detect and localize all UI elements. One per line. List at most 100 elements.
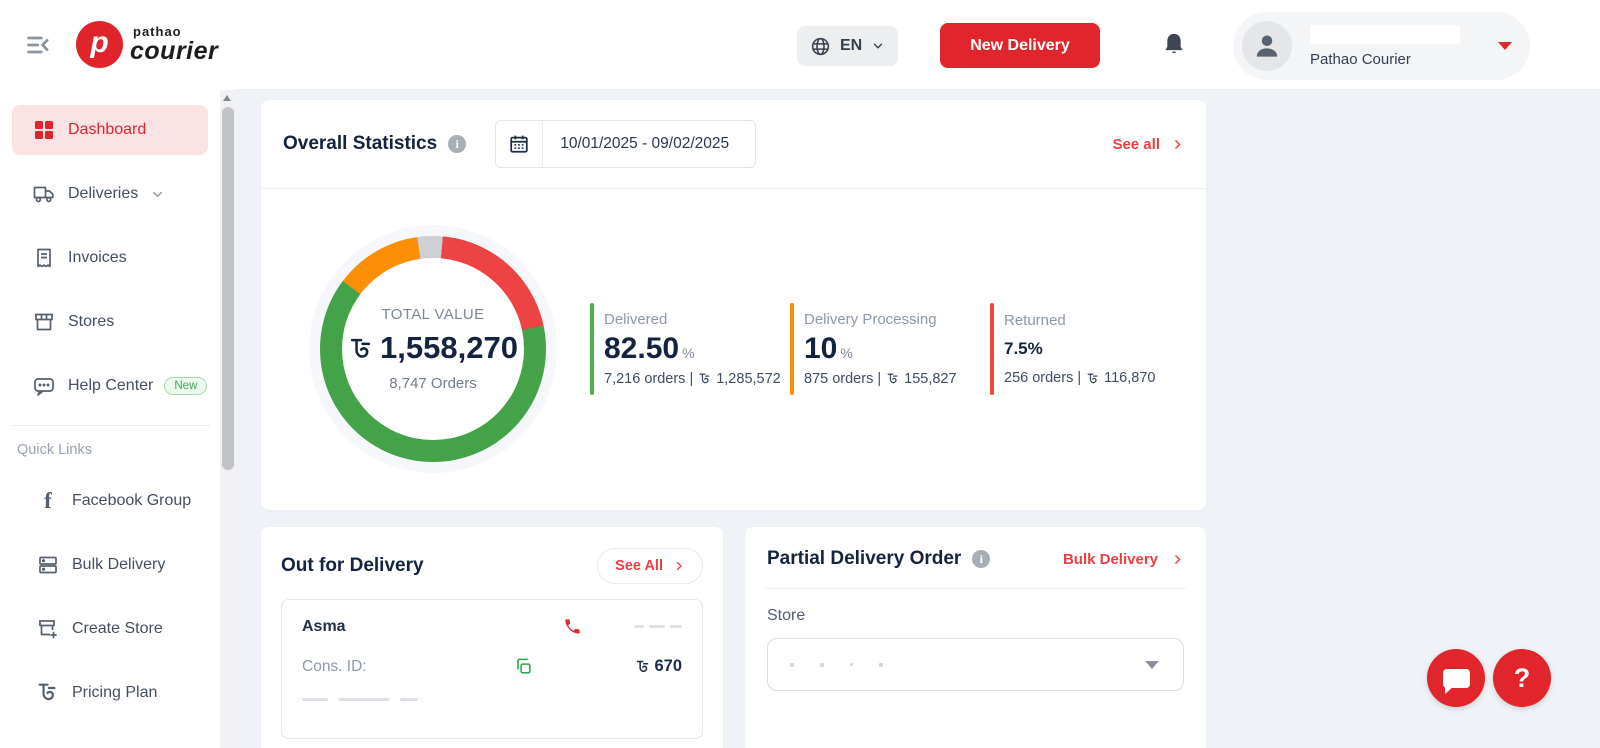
stat-amount: 1,285,572 (716, 370, 781, 387)
delivery-amount-number: 670 (654, 657, 682, 675)
calendar-icon (496, 121, 544, 167)
out-for-delivery-title: Out for Delivery (281, 555, 424, 576)
total-orders: 8,747 Orders (389, 375, 477, 392)
account-dropdown-caret-icon (1498, 42, 1512, 50)
globe-icon (811, 37, 830, 55)
chevron-down-icon (874, 43, 883, 49)
total-value-label: TOTAL VALUE (381, 306, 485, 323)
stat-percent: 7.5% (1004, 338, 1043, 358)
orders-donut-chart: TOTAL VALUE 1,558,270 8,747 Orders (320, 236, 546, 462)
notification-bell-icon[interactable] (1160, 30, 1188, 60)
redacted-store-name (790, 662, 883, 667)
delivery-entry-card[interactable]: Asma Cons. ID: (281, 599, 703, 739)
sidebar-item-label: Dashboard (68, 121, 147, 138)
sidebar-item-facebook-group[interactable]: f Facebook Group (12, 476, 208, 526)
see-all-label: See All (615, 558, 663, 574)
new-badge: New (164, 377, 208, 395)
overall-statistics-header: Overall Statistics i 10/01/2025 - 09/02/… (261, 100, 1206, 189)
see-all-label: See all (1112, 135, 1160, 153)
donut-center: TOTAL VALUE 1,558,270 8,747 Orders (342, 258, 524, 440)
sidebar-item-label: Invoices (68, 249, 127, 266)
create-store-icon (36, 617, 60, 641)
sidebar-collapse-icon[interactable] (22, 31, 56, 59)
bulk-delivery-icon (36, 553, 60, 577)
card-divider (765, 588, 1186, 589)
sidebar-divider (12, 425, 210, 426)
stat-orders: 875 orders | (804, 370, 882, 387)
pathao-courier-logo[interactable]: p pathao courier (76, 21, 218, 68)
see-all-button[interactable]: See All (597, 548, 703, 584)
logo-mark: p (76, 21, 123, 68)
stat-percent-suffix: % (682, 344, 695, 361)
overall-statistics-body: TOTAL VALUE 1,558,270 8,747 Orders Deliv… (261, 189, 1206, 509)
person-icon (1256, 35, 1278, 57)
sidebar-item-label: Bulk Delivery (72, 556, 166, 573)
chat-bubble-icon (1442, 668, 1470, 694)
total-value: 1,558,270 (348, 330, 518, 366)
taka-icon (699, 373, 710, 384)
taka-icon (350, 338, 371, 358)
header-divider (235, 89, 1600, 90)
scrollbar-up-arrow[interactable] (223, 95, 231, 101)
partial-delivery-title: Partial Delivery Order (767, 548, 962, 569)
store-label: Store (767, 607, 806, 624)
avatar (1242, 21, 1292, 71)
stat-delivered: Delivered 82.50 % 7,216 orders | 1,285,5… (590, 300, 790, 398)
taka-icon (637, 660, 649, 673)
phone-icon[interactable] (563, 617, 582, 636)
new-delivery-button[interactable]: New Delivery (940, 23, 1100, 68)
question-mark-icon: ? (1513, 662, 1531, 693)
info-icon[interactable]: i (972, 550, 991, 568)
date-range-picker[interactable]: 10/01/2025 - 09/02/2025 (495, 120, 757, 168)
out-for-delivery-card: Out for Delivery See All Asma (261, 527, 723, 748)
dropdown-caret-icon (1145, 660, 1159, 669)
info-icon[interactable]: i (448, 135, 467, 153)
bulk-delivery-link[interactable]: Bulk Delivery (1063, 551, 1184, 568)
see-all-link[interactable]: See all (1112, 136, 1184, 153)
sidebar-item-dashboard[interactable]: Dashboard (12, 105, 208, 155)
date-range-value: 10/01/2025 - 09/02/2025 (560, 135, 730, 152)
sidebar-item-deliveries[interactable]: Deliveries (12, 169, 208, 219)
language-label: EN (840, 37, 863, 54)
language-selector[interactable]: EN (797, 26, 899, 66)
storefront-icon (32, 310, 56, 334)
stat-label: Returned (1004, 311, 1066, 329)
logo-courier-text: courier (130, 37, 219, 65)
sidebar-scrollbar (220, 90, 235, 748)
sidebar-item-pricing-plan[interactable]: Pricing Plan (12, 668, 208, 718)
account-name: Pathao Courier (1310, 50, 1411, 68)
invoice-icon (32, 246, 56, 270)
taka-icon (36, 681, 60, 705)
main-content: Overall Statistics i 10/01/2025 - 09/02/… (235, 90, 1600, 748)
account-menu[interactable]: Pathao Courier (1233, 12, 1530, 80)
chat-support-button[interactable] (1427, 649, 1485, 707)
sidebar-item-help-center[interactable]: Help Center New (12, 361, 208, 411)
stat-detail: 256 orders | 116,870 (1004, 370, 1190, 386)
sidebar-item-label: Stores (68, 313, 115, 330)
bulk-delivery-label: Bulk Delivery (1062, 550, 1158, 568)
quick-links-title: Quick Links (17, 442, 92, 458)
stat-delivery-processing: Delivery Processing 10 % 875 orders | 15… (790, 300, 990, 398)
recipient-name: Asma (302, 617, 346, 635)
total-value-number: 1,558,270 (380, 330, 518, 365)
stat-orders: 7,216 orders | (604, 370, 694, 387)
sidebar-item-invoices[interactable]: Invoices (12, 233, 208, 283)
account-info: Pathao Courier (1310, 24, 1460, 68)
stat-amount: 116,870 (1104, 370, 1156, 387)
sidebar-item-stores[interactable]: Stores (12, 297, 208, 347)
bottom-cards-row: Out for Delivery See All Asma (261, 527, 1600, 748)
stat-percent: 82.50 (604, 332, 680, 366)
top-header: p pathao courier EN New Delivery Pathao … (0, 0, 1600, 90)
chevron-right-icon (676, 561, 682, 571)
scrollbar-thumb[interactable] (221, 107, 234, 470)
stat-detail: 7,216 orders | 1,285,572 (604, 371, 790, 387)
sidebar-item-label: Help Center (68, 377, 154, 394)
copy-icon[interactable] (514, 657, 533, 676)
sidebar-item-bulk-delivery[interactable]: Bulk Delivery (12, 540, 208, 590)
overall-statistics-card: Overall Statistics i 10/01/2025 - 09/02/… (261, 100, 1206, 510)
sidebar-item-create-store[interactable]: Create Store (12, 604, 208, 654)
store-dropdown[interactable] (767, 638, 1184, 691)
help-button[interactable]: ? (1493, 649, 1551, 707)
facebook-icon: f (44, 488, 52, 513)
redacted-address-line (302, 698, 682, 701)
